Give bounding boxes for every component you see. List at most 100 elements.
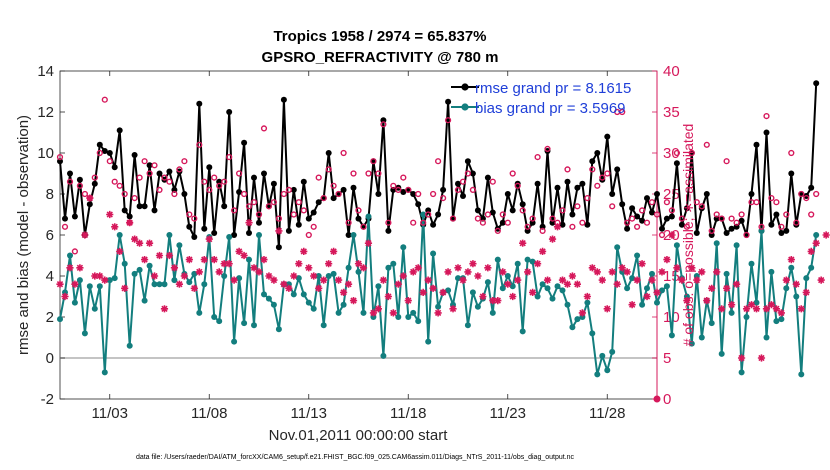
data-point — [56, 280, 64, 288]
data-point — [375, 170, 382, 177]
data-point — [140, 256, 149, 264]
data-point — [76, 182, 84, 189]
data-point — [455, 180, 461, 187]
data-point — [340, 301, 347, 308]
data-point — [608, 268, 616, 276]
data-file-footer: data file: /Users/raeder/DAI/ATM_forcXX/… — [136, 454, 575, 461]
right-axis-origin-marker — [653, 395, 661, 403]
data-point — [260, 256, 268, 264]
left-y-tick-label: 6 — [46, 227, 54, 244]
data-point — [355, 215, 362, 222]
data-point — [757, 354, 766, 362]
data-point — [713, 211, 720, 218]
data-point — [499, 285, 506, 292]
data-point — [753, 199, 760, 206]
data-point — [66, 264, 74, 272]
data-point — [604, 170, 611, 177]
data-point — [494, 227, 501, 235]
data-point — [618, 264, 626, 272]
data-point — [136, 203, 143, 210]
data-point — [494, 297, 502, 305]
data-point — [753, 141, 760, 148]
data-point — [166, 232, 173, 238]
data-point — [86, 283, 93, 290]
data-point — [782, 276, 790, 284]
data-point — [654, 299, 660, 306]
data-point — [325, 260, 333, 268]
data-point — [459, 276, 467, 284]
data-point — [673, 264, 681, 272]
data-point — [414, 264, 422, 272]
data-point — [106, 150, 113, 156]
left-y-tick-label: -2 — [41, 391, 54, 408]
data-point — [330, 182, 337, 189]
data-point — [111, 178, 118, 185]
data-point — [822, 231, 830, 239]
data-point — [593, 268, 601, 276]
data-point — [748, 260, 755, 267]
data-point — [544, 285, 551, 292]
data-point — [374, 305, 382, 313]
data-point — [315, 174, 322, 181]
data-point — [136, 174, 143, 181]
data-point — [201, 225, 208, 232]
data-point — [424, 276, 432, 284]
data-point — [295, 260, 303, 268]
plot-background — [59, 70, 658, 400]
data-point — [519, 201, 526, 208]
data-point — [151, 281, 158, 288]
data-point — [564, 166, 571, 173]
data-point — [763, 129, 770, 136]
left-y-tick-label: 2 — [46, 309, 54, 326]
data-point — [345, 219, 352, 226]
data-point — [315, 273, 322, 279]
data-point — [623, 268, 631, 276]
data-point — [106, 158, 113, 165]
data-point — [230, 276, 238, 284]
series-layer — [56, 80, 830, 378]
data-point — [165, 251, 174, 260]
data-point — [57, 316, 63, 323]
data-point — [639, 217, 646, 224]
data-point — [96, 283, 103, 290]
data-point — [777, 309, 785, 317]
x-axis: 11/03 11/08 11/13 11/18 11/23 11/28 — [92, 71, 625, 422]
data-point — [66, 178, 74, 185]
data-point — [405, 314, 412, 320]
data-point — [101, 276, 109, 284]
data-point — [385, 264, 392, 271]
data-point — [708, 284, 716, 292]
data-point — [131, 195, 138, 202]
data-point — [439, 288, 447, 296]
data-point — [474, 215, 482, 222]
data-point — [241, 139, 248, 146]
data-point — [96, 272, 104, 280]
data-point — [787, 256, 795, 264]
data-point — [718, 215, 725, 222]
data-point — [543, 276, 552, 284]
x-axis-label: Nov.01,2011 00:00:00 start — [269, 427, 449, 444]
data-point — [350, 232, 357, 238]
series-assimilated-obs — [56, 194, 830, 362]
data-point — [101, 96, 108, 103]
data-point — [499, 268, 507, 276]
x-tick-label: 11/28 — [589, 405, 625, 422]
right-y-tick-label: 25 — [663, 186, 680, 203]
data-point — [186, 223, 193, 230]
data-point — [350, 184, 357, 191]
data-point — [225, 260, 233, 268]
data-point — [723, 284, 731, 292]
plot-frame — [59, 70, 658, 400]
data-point — [156, 281, 163, 288]
data-point — [633, 276, 641, 284]
data-point — [584, 195, 591, 202]
data-point — [604, 133, 611, 140]
data-point — [370, 158, 377, 165]
data-point — [320, 322, 327, 329]
data-point — [574, 184, 581, 191]
data-point — [285, 284, 293, 292]
data-point — [241, 320, 248, 327]
data-point — [145, 239, 154, 247]
data-point — [813, 80, 820, 87]
data-point — [733, 242, 740, 249]
